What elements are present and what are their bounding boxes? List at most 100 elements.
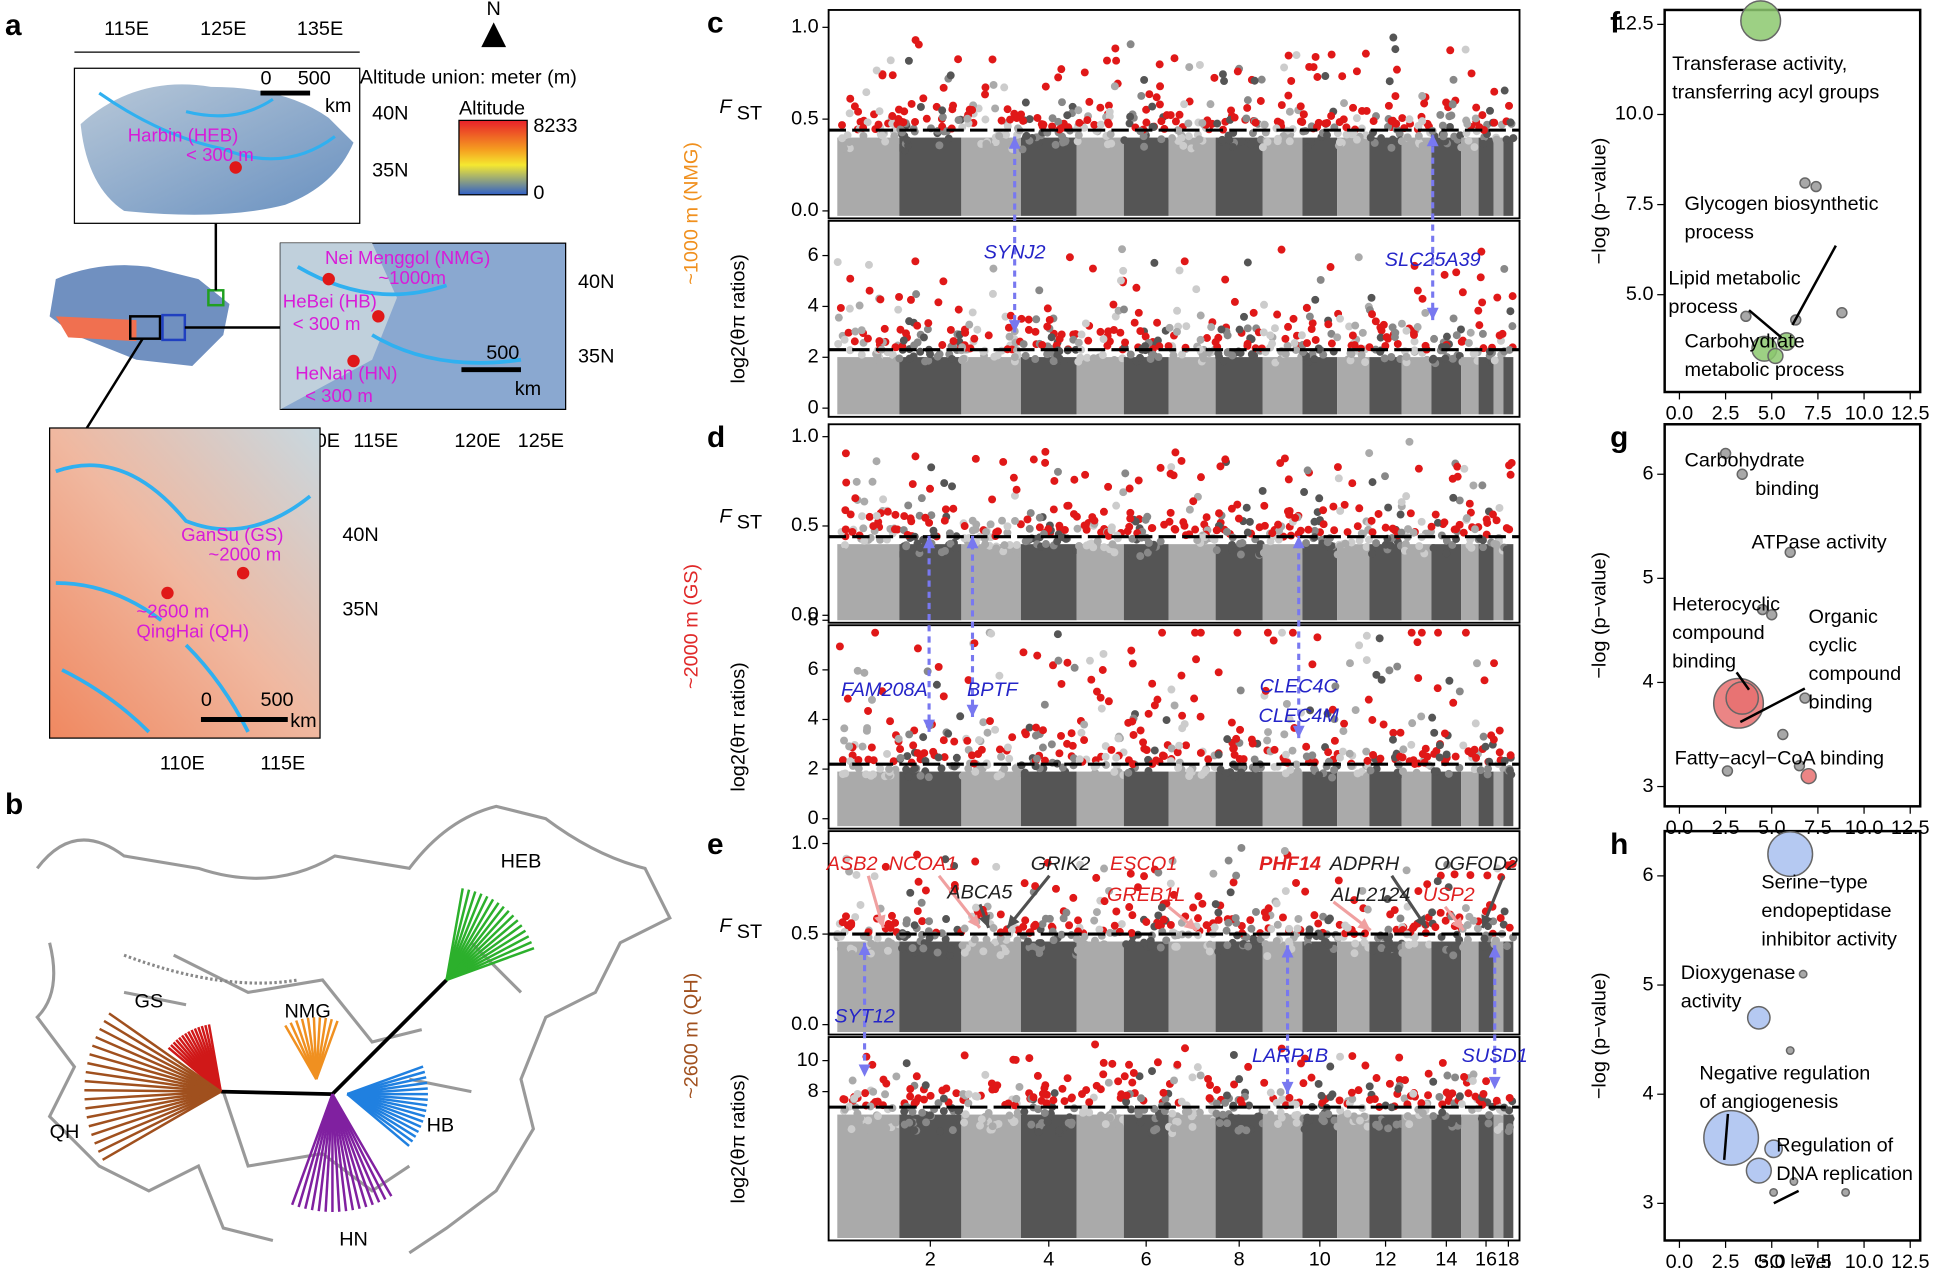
- snp: [1483, 519, 1492, 527]
- snp: [842, 854, 851, 863]
- snp: [1045, 316, 1054, 324]
- snp: [1196, 748, 1205, 757]
- y-tick-label: 4: [1642, 1082, 1653, 1104]
- chromosome-band: [1302, 357, 1338, 415]
- snp: [840, 144, 848, 153]
- snp: [1272, 1098, 1281, 1107]
- snp: [1438, 1108, 1447, 1117]
- snp: [1335, 118, 1344, 127]
- tree-branch: [315, 1020, 339, 1080]
- chromosome-band: [1123, 941, 1169, 1033]
- snp: [1496, 914, 1505, 923]
- snp: [1392, 65, 1401, 74]
- chromosome-band: [837, 771, 900, 827]
- snp: [1259, 328, 1268, 337]
- snp: [1003, 122, 1012, 131]
- y-tick-label: 4: [1642, 671, 1653, 693]
- snp: [1505, 101, 1513, 110]
- snp: [1326, 1092, 1335, 1101]
- y-tick-label: 0: [808, 807, 819, 829]
- snp: [946, 945, 955, 954]
- snp: [868, 695, 876, 704]
- snp: [1040, 1109, 1049, 1117]
- snp: [1363, 905, 1372, 914]
- snp: [1194, 892, 1203, 901]
- chromosome-band: [1076, 941, 1124, 1033]
- snp: [1274, 1120, 1282, 1128]
- snp: [1184, 1107, 1193, 1116]
- snp: [982, 528, 990, 537]
- chromosome-band: [1401, 941, 1432, 1033]
- snp: [1156, 463, 1165, 472]
- snp: [1105, 107, 1114, 116]
- arrow-head: [1426, 307, 1439, 321]
- snp: [1074, 357, 1083, 366]
- snp: [960, 1051, 969, 1060]
- snp: [1134, 883, 1142, 892]
- snp: [991, 725, 1000, 734]
- snp: [934, 298, 943, 307]
- snp: [913, 907, 922, 916]
- gene-label: FAM208A: [841, 679, 928, 701]
- snp: [1154, 921, 1163, 930]
- y-tick-label: 7.5: [1626, 193, 1654, 215]
- snp: [834, 313, 843, 322]
- snp: [937, 764, 946, 773]
- snp: [1009, 473, 1018, 482]
- snp: [1478, 536, 1487, 545]
- snp: [1112, 56, 1121, 65]
- snp: [971, 903, 980, 912]
- snp: [840, 335, 849, 344]
- snp: [1433, 684, 1442, 693]
- snp: [906, 1085, 915, 1093]
- snp: [1440, 270, 1449, 279]
- snp: [1000, 541, 1009, 550]
- snp: [1115, 948, 1124, 956]
- china-map: [55, 316, 137, 342]
- snp: [1409, 1089, 1418, 1098]
- x-axis-label: GO level: [1754, 1251, 1831, 1273]
- snp: [1227, 1113, 1236, 1122]
- snp: [892, 1072, 901, 1081]
- snp: [1214, 750, 1223, 759]
- snp: [1103, 56, 1111, 65]
- snp: [912, 1097, 920, 1106]
- annotation: Glycogen biosynthetic: [1685, 193, 1879, 215]
- snp: [1168, 1109, 1177, 1118]
- snp: [1189, 903, 1198, 912]
- snp: [1389, 735, 1397, 744]
- chromosome-band: [1478, 137, 1494, 216]
- snp: [902, 765, 911, 774]
- snp: [1057, 679, 1066, 688]
- snp: [1171, 525, 1180, 534]
- snp: [1285, 715, 1294, 724]
- snp: [1484, 764, 1493, 773]
- snp: [1376, 754, 1385, 763]
- snp: [968, 526, 977, 535]
- group-label: GS: [135, 991, 164, 1013]
- snp: [1319, 520, 1328, 529]
- y-tick-label: 3: [1642, 1192, 1653, 1214]
- snp: [862, 88, 871, 97]
- chromosome-band: [1478, 1114, 1494, 1238]
- snp: [895, 354, 904, 363]
- snp: [1420, 99, 1429, 108]
- bubble: [1789, 1177, 1799, 1186]
- chromosome-band: [1215, 357, 1263, 415]
- snp: [1466, 328, 1475, 337]
- chromosome-band: [1262, 357, 1303, 415]
- site-alt: < 300 m: [293, 313, 361, 334]
- snp: [919, 944, 928, 953]
- snp: [1083, 353, 1092, 362]
- snp: [1046, 1109, 1055, 1118]
- snp: [1381, 342, 1390, 350]
- snp: [1192, 285, 1201, 294]
- snp: [1172, 327, 1181, 336]
- snp: [946, 539, 955, 548]
- snp: [1292, 51, 1301, 60]
- snp: [859, 1127, 868, 1136]
- snp: [1243, 324, 1252, 333]
- snp: [1315, 494, 1324, 503]
- snp: [1459, 528, 1468, 537]
- chromosome-band: [1262, 1114, 1303, 1238]
